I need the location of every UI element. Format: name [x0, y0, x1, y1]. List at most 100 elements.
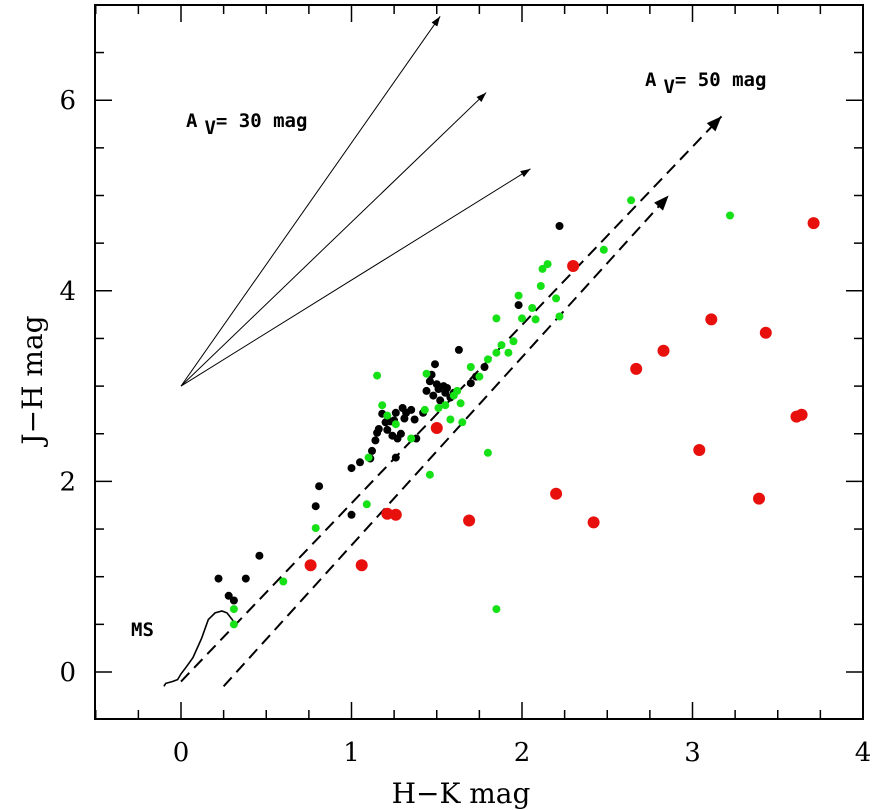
extinction-vector-line: [180, 16, 441, 387]
black-point: [422, 386, 431, 395]
black-point: [371, 436, 380, 445]
green-point: [420, 405, 429, 414]
black-point: [347, 510, 356, 519]
black-point: [356, 458, 364, 467]
ms-annotation: MS: [131, 619, 154, 641]
black-point: [391, 453, 400, 462]
green-point: [422, 369, 431, 378]
av30-annotation: A V= 30 mag: [186, 110, 307, 139]
green-point: [514, 291, 523, 300]
black-point: [229, 596, 238, 605]
red-point: [753, 492, 765, 505]
green-point: [407, 434, 416, 443]
red-point: [705, 313, 718, 326]
black-point: [241, 574, 250, 583]
green-point: [518, 314, 526, 323]
red-point: [567, 260, 580, 272]
black-point: [396, 429, 405, 438]
x-axis-label: H−K mag: [392, 777, 531, 810]
black-point: [315, 482, 324, 491]
y-tick-label: 4: [59, 277, 76, 307]
x-tick-label: 4: [855, 738, 872, 768]
green-point: [449, 391, 458, 400]
black-point: [514, 301, 523, 310]
green-point: [599, 245, 608, 254]
x-axis-title: H−K mag: [392, 777, 531, 810]
green-point: [391, 420, 400, 429]
extinction-vector-arrowhead: [431, 16, 441, 27]
green-point: [373, 371, 382, 380]
extinction-vector-line: [180, 92, 487, 387]
data-points: [214, 196, 820, 629]
black-point: [425, 377, 434, 386]
red-point: [807, 217, 820, 230]
black-point: [454, 345, 463, 354]
y-tick-label: 0: [59, 658, 76, 688]
black-point: [214, 574, 223, 583]
av50-sub: V: [663, 76, 674, 98]
y-tick-label: 6: [59, 86, 76, 116]
x-tick-label: 1: [343, 738, 360, 768]
plot-frame: [94, 4, 864, 720]
red-point: [759, 326, 772, 339]
black-point: [431, 360, 439, 369]
green-point: [509, 337, 518, 346]
red-point: [693, 444, 706, 456]
green-point: [311, 524, 320, 533]
black-point: [347, 464, 356, 473]
green-point: [497, 341, 506, 350]
green-point: [627, 196, 636, 205]
black-point: [480, 363, 489, 371]
extinction-vector-line: [180, 168, 531, 387]
black-point: [374, 425, 383, 433]
red-point: [355, 559, 368, 572]
black-point: [311, 502, 320, 511]
green-point: [434, 404, 443, 412]
extinction-vector-arrowhead: [476, 92, 487, 103]
black-point: [391, 408, 400, 417]
black-point: [429, 391, 438, 400]
green-point: [364, 453, 373, 462]
black-point: [255, 551, 264, 560]
black-point: [383, 425, 392, 434]
red-point: [550, 487, 563, 500]
red-point: [795, 408, 808, 421]
green-point: [446, 415, 455, 424]
black-point: [555, 222, 564, 230]
green-point: [425, 470, 434, 479]
green-point: [483, 448, 492, 457]
green-point: [378, 401, 387, 410]
y-tick-label: 2: [59, 467, 76, 497]
green-point: [543, 260, 552, 269]
red-point: [389, 508, 402, 521]
green-point: [279, 577, 288, 586]
black-point: [407, 405, 416, 414]
y-axis-label: J−H mag: [16, 315, 49, 447]
green-point: [229, 605, 238, 614]
main-sequence-curve: [163, 610, 235, 687]
green-point: [504, 348, 513, 357]
green-point: [458, 418, 467, 427]
black-point: [443, 384, 451, 392]
green-point: [229, 620, 238, 629]
red-point: [430, 422, 443, 434]
x-tick-label: 3: [684, 738, 701, 768]
axis-ticks: [95, 4, 864, 719]
x-tick-label: 0: [173, 738, 190, 768]
reddening-band-arrowhead: [654, 195, 669, 211]
green-point: [475, 372, 484, 381]
black-point: [436, 396, 445, 405]
green-point: [528, 304, 537, 312]
black-point: [368, 446, 376, 455]
green-point: [555, 312, 564, 321]
x-tick-label: 2: [514, 738, 531, 768]
green-point: [536, 282, 545, 290]
red-point: [463, 514, 476, 527]
black-point: [410, 415, 419, 424]
av30-prefix: A: [186, 110, 198, 132]
y-axis-title: J−H mag: [16, 315, 49, 447]
av50-prefix: A: [645, 69, 657, 91]
black-point: [224, 591, 233, 600]
green-point: [441, 401, 450, 410]
